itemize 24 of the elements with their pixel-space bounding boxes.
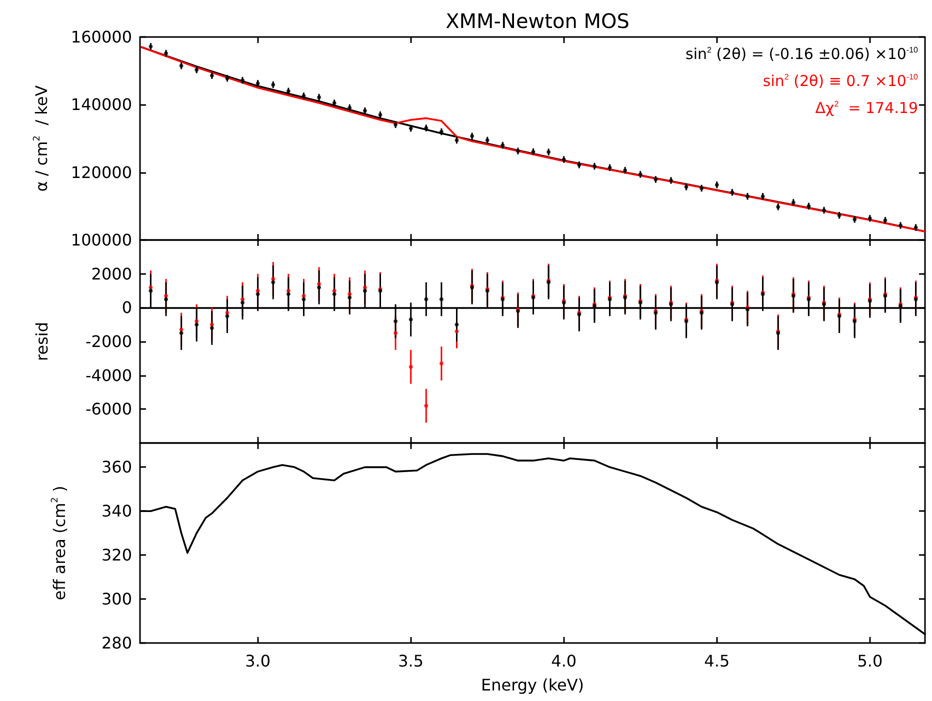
y-axis-title: resid xyxy=(32,322,52,362)
x-tick-label: 4.5 xyxy=(704,652,730,670)
y-tick-label: 280 xyxy=(101,634,132,652)
y-tick-label: 320 xyxy=(101,546,132,565)
y-tick-label: 340 xyxy=(101,502,132,521)
y-tick-label: 140000 xyxy=(70,95,132,114)
x-tick-label: 3.0 xyxy=(245,652,271,670)
y-tick-label: 300 xyxy=(101,590,132,609)
y-tick-label: -4000 xyxy=(86,366,132,385)
y-tick-label: 360 xyxy=(101,458,132,477)
y-axis-title: α / cm2 / keV xyxy=(32,85,51,192)
y-tick-label: 100000 xyxy=(70,230,132,250)
y-tick-label: 0 xyxy=(122,298,132,318)
x-axis-title: Energy (keV) xyxy=(480,676,584,694)
x-tick-label: 5.0 xyxy=(857,652,883,670)
x-tick-label: 4.0 xyxy=(551,652,577,670)
y-tick-label: -6000 xyxy=(86,400,132,419)
y-tick-label: 120000 xyxy=(70,162,132,182)
y-tick-label: 2000 xyxy=(91,264,132,284)
y-tick-label: -2000 xyxy=(86,332,132,351)
y-axis-title: eff area (cm2 ) xyxy=(50,486,69,600)
chart-title: XMM-Newton MOS xyxy=(446,9,630,33)
x-tick-label: 3.5 xyxy=(398,652,424,670)
y-tick-label: 160000 xyxy=(70,28,132,46)
